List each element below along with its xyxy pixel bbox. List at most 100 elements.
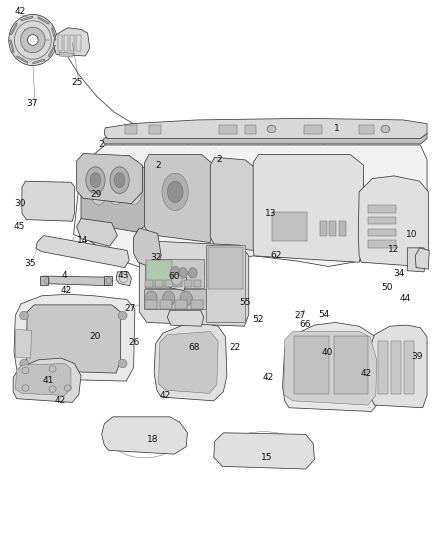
Bar	[145, 259, 204, 288]
Polygon shape	[415, 248, 429, 269]
Text: 62: 62	[270, 252, 282, 260]
Text: 30: 30	[14, 199, 25, 208]
Ellipse shape	[110, 167, 129, 193]
Bar	[368, 217, 396, 224]
Text: 2: 2	[99, 141, 104, 149]
Text: 42: 42	[14, 7, 25, 16]
Text: 34: 34	[393, 270, 404, 278]
Ellipse shape	[28, 35, 38, 45]
Text: 42: 42	[160, 391, 171, 400]
Text: 15: 15	[261, 453, 273, 462]
Bar	[391, 341, 401, 394]
Bar	[149, 125, 161, 134]
Polygon shape	[48, 45, 56, 57]
Text: 12: 12	[388, 245, 399, 254]
Text: 26: 26	[128, 338, 140, 346]
Polygon shape	[284, 332, 377, 405]
Text: 39: 39	[411, 352, 423, 360]
Bar	[58, 35, 62, 51]
Ellipse shape	[114, 173, 125, 188]
Polygon shape	[139, 241, 249, 326]
Bar	[208, 247, 243, 289]
Bar	[184, 280, 192, 287]
Text: 45: 45	[14, 222, 25, 231]
Bar	[155, 280, 163, 287]
Bar	[145, 280, 153, 287]
Bar	[368, 229, 396, 236]
Ellipse shape	[91, 181, 106, 205]
Text: 1: 1	[333, 125, 339, 133]
Bar	[245, 125, 256, 134]
Bar	[146, 260, 172, 287]
Polygon shape	[22, 181, 74, 221]
Ellipse shape	[180, 291, 192, 306]
Ellipse shape	[162, 173, 188, 211]
Text: 66: 66	[299, 320, 311, 328]
Text: 35: 35	[24, 259, 35, 268]
Text: 2: 2	[216, 156, 222, 164]
Text: 54: 54	[318, 310, 330, 319]
Bar	[145, 300, 157, 309]
Polygon shape	[145, 155, 215, 243]
Text: 52: 52	[253, 316, 264, 324]
Polygon shape	[134, 228, 161, 269]
Polygon shape	[253, 155, 364, 262]
Bar	[165, 280, 173, 287]
Polygon shape	[103, 133, 427, 144]
Bar	[174, 280, 182, 287]
Polygon shape	[159, 332, 218, 393]
Bar	[334, 336, 368, 394]
Polygon shape	[369, 325, 427, 408]
Polygon shape	[283, 322, 383, 411]
Polygon shape	[52, 27, 56, 40]
Text: 43: 43	[118, 271, 129, 279]
Bar	[64, 35, 68, 51]
Ellipse shape	[118, 311, 127, 320]
Ellipse shape	[267, 125, 276, 133]
Polygon shape	[15, 329, 32, 358]
Polygon shape	[77, 154, 142, 204]
Text: 25: 25	[71, 78, 82, 87]
Ellipse shape	[170, 266, 180, 279]
Text: 10: 10	[406, 230, 417, 239]
Bar	[378, 341, 388, 394]
Polygon shape	[26, 305, 120, 373]
Polygon shape	[10, 40, 14, 53]
Text: 50: 50	[381, 284, 393, 292]
Bar	[329, 221, 336, 236]
Ellipse shape	[118, 359, 127, 368]
Ellipse shape	[86, 167, 105, 193]
Bar	[219, 125, 237, 134]
Text: 41: 41	[42, 376, 54, 385]
Text: 14: 14	[77, 237, 88, 245]
Bar	[104, 276, 112, 285]
Bar	[194, 280, 201, 287]
Polygon shape	[21, 16, 33, 21]
Bar	[320, 221, 327, 236]
Bar	[368, 205, 396, 213]
Ellipse shape	[90, 173, 101, 188]
Polygon shape	[74, 145, 427, 272]
Text: 37: 37	[26, 99, 37, 108]
Ellipse shape	[172, 274, 182, 285]
Ellipse shape	[188, 268, 197, 278]
Ellipse shape	[162, 291, 175, 306]
Ellipse shape	[21, 27, 45, 53]
Bar	[339, 221, 346, 236]
Bar	[206, 245, 245, 322]
Ellipse shape	[167, 181, 183, 203]
Polygon shape	[36, 236, 129, 268]
Ellipse shape	[381, 125, 390, 133]
Text: 22: 22	[229, 343, 240, 352]
Text: 42: 42	[360, 369, 372, 377]
Text: 20: 20	[90, 333, 101, 341]
Text: 32: 32	[150, 254, 161, 262]
Ellipse shape	[20, 359, 28, 368]
Text: 2: 2	[155, 161, 160, 169]
Polygon shape	[15, 364, 71, 395]
Ellipse shape	[179, 268, 187, 278]
Bar	[272, 212, 307, 241]
Polygon shape	[59, 52, 74, 57]
Bar	[368, 240, 396, 248]
Polygon shape	[40, 276, 110, 286]
